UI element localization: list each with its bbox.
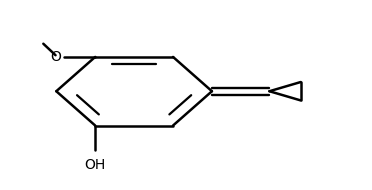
Text: OH: OH [84, 158, 106, 172]
Text: O: O [50, 50, 61, 64]
